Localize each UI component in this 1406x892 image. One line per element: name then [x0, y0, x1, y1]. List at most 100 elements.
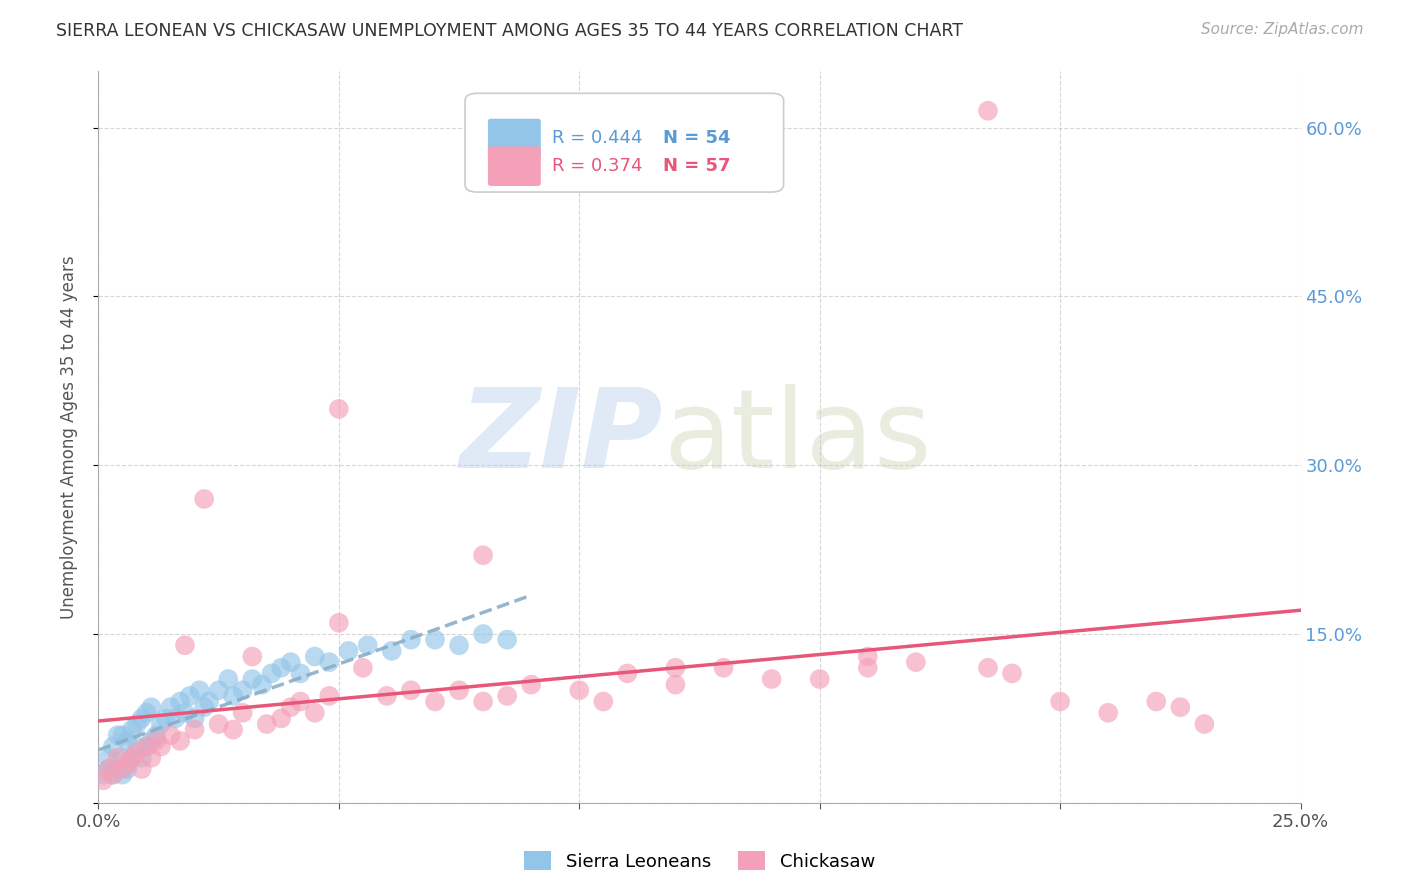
Point: [193, 700, 215, 714]
Point: [183, 711, 205, 725]
Point: [1001, 666, 1024, 681]
Point: [761, 672, 783, 686]
FancyBboxPatch shape: [465, 94, 783, 192]
Point: [101, 767, 124, 781]
Point: [304, 706, 326, 720]
Point: [159, 728, 181, 742]
Point: [125, 717, 148, 731]
Point: [217, 672, 239, 686]
Point: [222, 723, 245, 737]
Point: [592, 694, 614, 708]
Point: [107, 762, 129, 776]
Point: [520, 678, 543, 692]
Point: [198, 694, 221, 708]
Point: [713, 661, 735, 675]
Point: [280, 700, 302, 714]
Point: [208, 683, 231, 698]
Point: [977, 661, 1000, 675]
Point: [375, 689, 398, 703]
Point: [208, 717, 231, 731]
Point: [256, 717, 278, 731]
Point: [496, 689, 519, 703]
Point: [270, 661, 292, 675]
Legend: Sierra Leoneans, Chickasaw: Sierra Leoneans, Chickasaw: [517, 844, 882, 878]
Point: [856, 649, 879, 664]
Point: [179, 689, 201, 703]
Point: [318, 655, 340, 669]
Point: [97, 762, 120, 776]
Point: [145, 734, 167, 748]
Text: ZIP: ZIP: [460, 384, 664, 491]
Point: [328, 615, 350, 630]
Point: [131, 711, 153, 725]
Point: [125, 739, 148, 754]
Point: [290, 694, 312, 708]
Text: atlas: atlas: [664, 384, 932, 491]
Text: R = 0.374: R = 0.374: [551, 157, 643, 175]
Point: [808, 672, 831, 686]
Point: [1097, 706, 1119, 720]
Point: [135, 739, 157, 754]
Point: [423, 694, 446, 708]
Point: [141, 751, 163, 765]
Point: [121, 751, 143, 765]
Point: [250, 678, 273, 692]
Point: [240, 649, 263, 664]
Point: [141, 700, 163, 714]
Point: [131, 751, 153, 765]
Point: [399, 632, 422, 647]
Point: [1170, 700, 1192, 714]
Point: [107, 751, 129, 765]
Point: [290, 666, 312, 681]
Point: [131, 762, 153, 776]
FancyBboxPatch shape: [488, 119, 541, 158]
Point: [111, 728, 134, 742]
Point: [1194, 717, 1216, 731]
Point: [1144, 694, 1167, 708]
Point: [568, 683, 591, 698]
Point: [174, 638, 197, 652]
Text: R = 0.444: R = 0.444: [551, 129, 643, 147]
Point: [97, 762, 120, 776]
Point: [240, 672, 263, 686]
Text: N = 54: N = 54: [664, 129, 731, 147]
Point: [149, 717, 172, 731]
Point: [1049, 694, 1071, 708]
Point: [183, 723, 205, 737]
Point: [141, 734, 163, 748]
Point: [97, 751, 120, 765]
Point: [447, 638, 470, 652]
Point: [193, 491, 215, 506]
Point: [664, 661, 686, 675]
Point: [101, 739, 124, 754]
Point: [977, 103, 1000, 118]
Point: [260, 666, 283, 681]
Point: [121, 723, 143, 737]
Point: [111, 751, 134, 765]
Point: [91, 767, 114, 781]
Point: [188, 683, 211, 698]
Point: [107, 728, 129, 742]
Point: [125, 745, 148, 759]
Point: [357, 638, 380, 652]
Point: [337, 644, 360, 658]
Point: [304, 649, 326, 664]
Point: [496, 632, 519, 647]
Point: [135, 706, 157, 720]
Point: [135, 739, 157, 754]
Point: [447, 683, 470, 698]
FancyBboxPatch shape: [488, 146, 541, 186]
Point: [616, 666, 638, 681]
Point: [328, 401, 350, 416]
Point: [117, 762, 139, 776]
Point: [145, 728, 167, 742]
Point: [169, 734, 191, 748]
Point: [159, 700, 181, 714]
Text: Source: ZipAtlas.com: Source: ZipAtlas.com: [1201, 22, 1364, 37]
Point: [174, 706, 197, 720]
Point: [664, 678, 686, 692]
Point: [399, 683, 422, 698]
Point: [381, 644, 404, 658]
Point: [222, 689, 245, 703]
Point: [101, 767, 124, 781]
